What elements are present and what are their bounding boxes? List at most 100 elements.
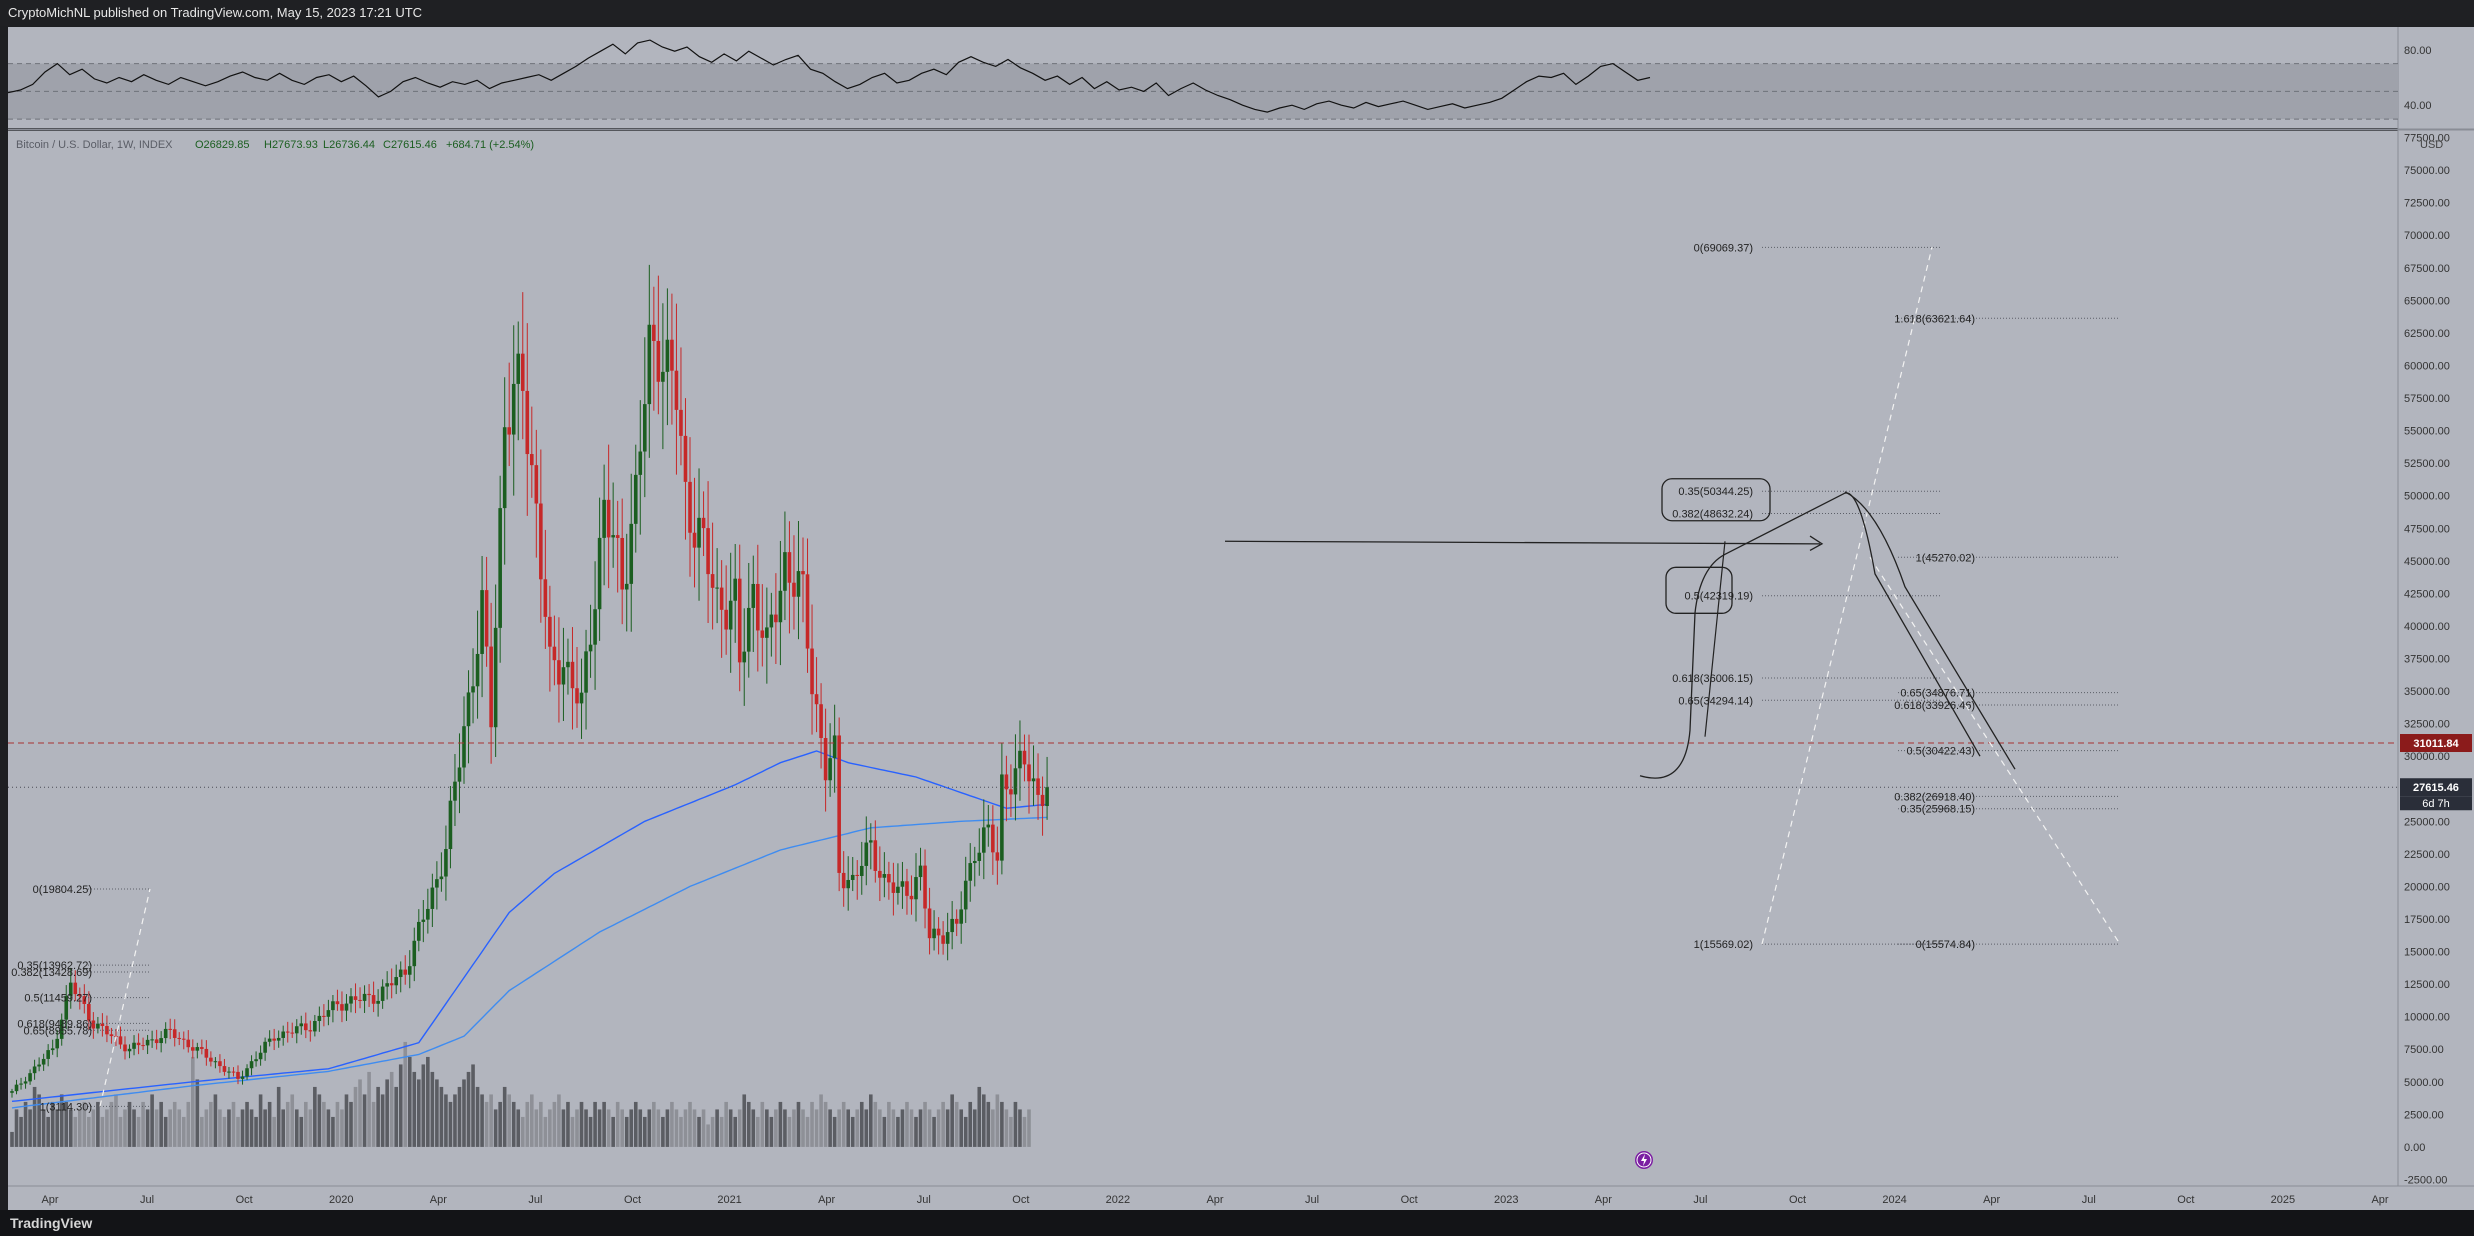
volume-bar	[299, 1116, 304, 1147]
volume-bar	[927, 1109, 932, 1147]
candle-body	[1004, 774, 1009, 790]
volume-bar	[163, 1116, 168, 1147]
y-tick-label: 55000.00	[2404, 426, 2450, 438]
candle-body	[41, 1058, 46, 1065]
volume-bar	[633, 1101, 638, 1147]
volume-bar	[552, 1101, 557, 1147]
candle-body	[154, 1039, 159, 1044]
candle-body	[778, 590, 783, 623]
volume-bar	[941, 1101, 945, 1147]
volume-bar	[520, 1116, 525, 1147]
volume-bar	[276, 1086, 281, 1147]
fib-left-label: 0(19804.25)	[33, 884, 92, 896]
volume-bar	[688, 1101, 692, 1147]
candle-body	[299, 1023, 304, 1027]
volume-bar	[968, 1101, 973, 1147]
candle-body	[82, 996, 87, 1004]
candle-body	[1045, 787, 1049, 807]
candle-body	[358, 999, 362, 1001]
volume-bar	[828, 1109, 832, 1147]
volume-bar	[181, 1116, 186, 1147]
volume-bar	[380, 1094, 385, 1147]
candle-body	[652, 324, 656, 341]
volume-bar	[900, 1109, 905, 1147]
volume-bar	[909, 1109, 914, 1147]
y-tick-label: 67500.00	[2404, 263, 2450, 275]
fib-left-label: 0.618(9489.86)	[17, 1018, 92, 1030]
fib-left-label: 0.382(13428.69)	[11, 967, 92, 979]
volume-bar	[701, 1109, 706, 1147]
volume-bar	[620, 1109, 624, 1147]
candle-body	[145, 1039, 150, 1046]
candle-body	[896, 886, 900, 893]
candle-body	[204, 1048, 209, 1058]
volume-bar	[46, 1116, 50, 1147]
fib-mid-label: 1(15569.02)	[1694, 939, 1753, 951]
candle-body	[728, 600, 733, 630]
candle-body	[462, 726, 466, 768]
volume-bar	[331, 1116, 335, 1147]
x-tick-label: Jul	[2082, 1194, 2096, 1206]
rsi-line	[7, 39, 1651, 113]
volume-bar	[841, 1101, 846, 1147]
volume-bar	[796, 1101, 801, 1147]
volume-bar	[209, 1101, 213, 1147]
volume-bar	[294, 1109, 299, 1147]
level-text: 31011.84	[2413, 738, 2459, 750]
candle-body	[245, 1068, 249, 1077]
volume-bar	[448, 1101, 453, 1147]
rsi-band	[8, 63, 2398, 120]
candle-body	[502, 427, 507, 509]
fib-right-label: 0(15574.84)	[1916, 939, 1975, 951]
fib-left-label: 0.65(8955.78)	[24, 1025, 93, 1037]
countdown-badge	[2400, 796, 2472, 811]
candle-body	[882, 874, 887, 878]
candle-body	[123, 1044, 127, 1052]
last-price-text: 27615.46	[2413, 782, 2459, 794]
volume-bar	[186, 1101, 191, 1147]
candle-body	[620, 537, 624, 590]
candle-body	[10, 1091, 14, 1093]
volume-bar	[340, 1109, 344, 1147]
candle-body	[633, 474, 638, 524]
chart-area[interactable]: 80.00 40.00 0(19804.25) 0.35(13962.72) 0.38…	[0, 26, 2474, 1210]
volume-bar	[584, 1109, 588, 1147]
fib-mid-label: 0.618(36006.15)	[1672, 673, 1753, 685]
volume-bar	[317, 1094, 322, 1147]
candle-body	[534, 465, 539, 504]
volume-bar	[1022, 1116, 1027, 1147]
volume-bar	[543, 1116, 548, 1147]
candle-body	[412, 940, 417, 967]
candle-body	[59, 1019, 64, 1039]
tradingview-logo[interactable]: TradingView	[10, 1210, 92, 1236]
candle-body	[290, 1032, 295, 1034]
volume-bar	[561, 1109, 566, 1147]
candle-body	[73, 982, 78, 995]
price-pane[interactable]	[8, 131, 2398, 1186]
volume-bar	[765, 1109, 769, 1147]
volume-bar	[145, 1109, 150, 1147]
candle-body	[19, 1083, 23, 1085]
volume-bar	[1013, 1101, 1018, 1147]
publish-info: CryptoMichNL published on TradingView.co…	[8, 5, 423, 20]
candle-body	[281, 1031, 285, 1038]
candle-body	[832, 735, 837, 759]
candle-body	[218, 1061, 222, 1067]
candle-body	[267, 1038, 272, 1042]
volume-bar	[435, 1079, 439, 1147]
candle-body	[950, 918, 954, 933]
candle-body	[995, 852, 1000, 861]
candle-body	[905, 881, 909, 896]
x-tick-label: 2021	[717, 1194, 741, 1206]
zap-button[interactable]	[1635, 1151, 1653, 1169]
price-axis[interactable]	[2398, 27, 2474, 1186]
volume-bar	[548, 1109, 552, 1147]
volume-bar	[480, 1094, 484, 1147]
fib-right-label: 0.5(30422.43)	[1907, 746, 1976, 758]
candle-body	[692, 532, 697, 548]
volume-bar	[832, 1116, 837, 1147]
ohlc-low: L26736.44	[323, 139, 375, 151]
candle-body	[557, 660, 561, 685]
volume-bar	[923, 1101, 927, 1147]
